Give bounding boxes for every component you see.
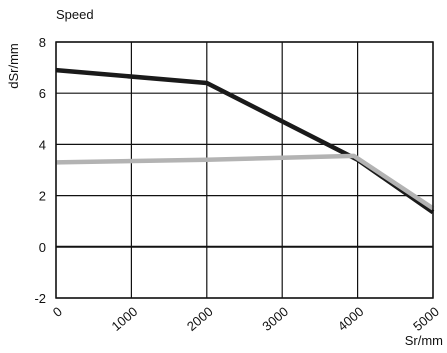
- y-tick-label: 8: [39, 35, 46, 50]
- x-tick-label: 5000: [410, 304, 442, 334]
- y-tick-label: 6: [39, 86, 46, 101]
- x-tick-label: 4000: [335, 304, 367, 334]
- y-tick-label: 4: [39, 137, 46, 152]
- x-tick-label: 2000: [184, 304, 216, 334]
- chart-title: Speed: [56, 7, 94, 22]
- series-line-1: [55, 67, 435, 215]
- series-lines: [55, 67, 435, 215]
- series-line-2: [55, 153, 435, 211]
- y-tick-label: 2: [39, 189, 46, 204]
- plot-frame: [55, 41, 434, 299]
- y-axis-title: dSr/mm: [6, 43, 21, 89]
- x-axis-title: Sr/mm: [405, 333, 443, 348]
- x-tick-label: 3000: [259, 304, 291, 334]
- y-tick-labels: -2 0 2 4 6 8: [34, 35, 46, 306]
- plot-border: [55, 41, 434, 299]
- y-tick-label: -2: [34, 291, 46, 306]
- x-tick-label: 0: [50, 304, 65, 320]
- x-tick-labels: 0 1000 2000 3000 4000 5000: [50, 304, 442, 334]
- y-tick-label: 0: [39, 240, 46, 255]
- x-tick-label: 1000: [109, 304, 141, 334]
